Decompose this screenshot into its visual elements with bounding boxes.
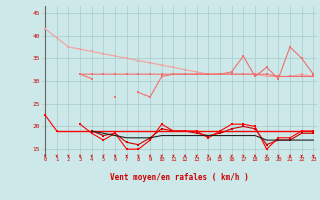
X-axis label: Vent moyen/en rafales ( km/h ): Vent moyen/en rafales ( km/h )	[110, 174, 249, 182]
